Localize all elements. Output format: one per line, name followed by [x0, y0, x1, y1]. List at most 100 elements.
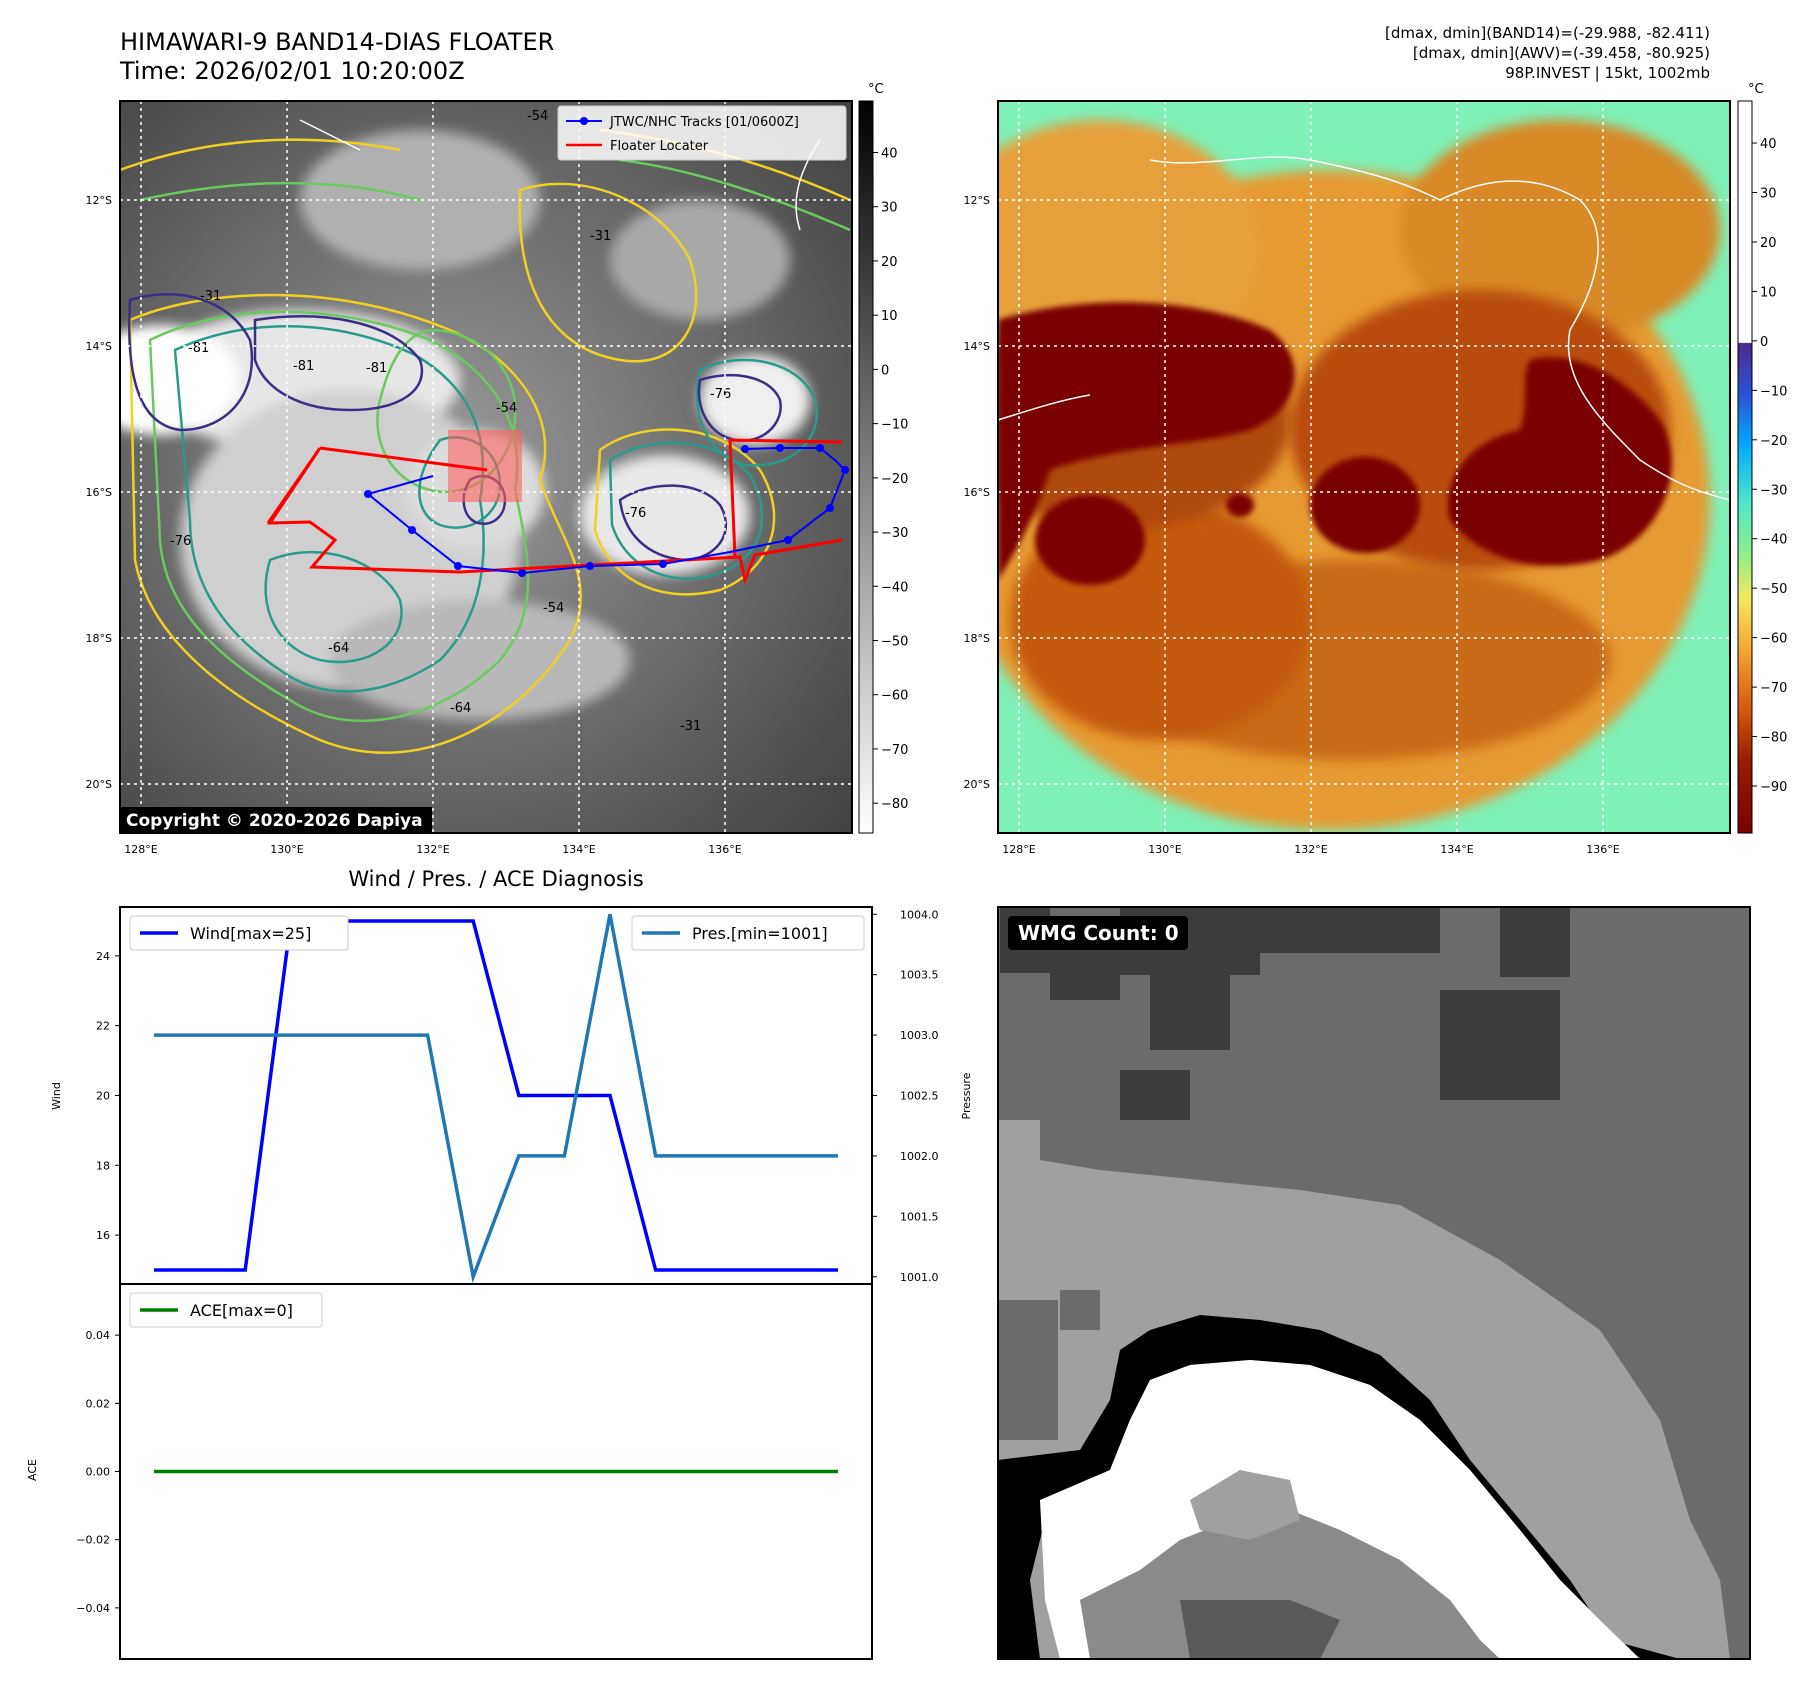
colorbar-tick-label: −20 — [1760, 434, 1787, 449]
stats-line-3: 98P.INVEST | 15kt, 1002mb — [1505, 64, 1710, 82]
wind-axis-ticks: 16 18 20 22 24 — [96, 950, 120, 1242]
contour-label: -81 — [188, 341, 209, 356]
lat-label: 16°S — [964, 486, 990, 499]
lon-label: 132°E — [416, 843, 449, 856]
colorbar-tick-label: −20 — [881, 472, 908, 487]
contour-label: -31 — [590, 229, 611, 244]
contour-label: -76 — [170, 534, 191, 549]
contour-label: -76 — [625, 506, 646, 521]
wmg-panel: WMG Count: 0 — [998, 907, 1750, 1659]
pressure-tick-label: 1003.5 — [900, 969, 939, 982]
ace-tick-label: 0.04 — [86, 1329, 111, 1342]
ir-lat-labels: 12°S 14°S 16°S 18°S 20°S — [86, 194, 112, 791]
colorbar-tick-label: 20 — [881, 255, 898, 270]
ace-axis-label: ACE — [26, 1459, 39, 1481]
contour-label: -31 — [200, 289, 221, 304]
wind-pressure-chart: 16 18 20 22 24 1001.0 1001.5 1002.0 1002.5 1003.… — [50, 906, 973, 1285]
contour-label: -54 — [496, 401, 517, 416]
lat-label: 14°S — [86, 340, 112, 353]
ace-tick-label: 0.02 — [86, 1397, 111, 1410]
colorbar-tick-label: 0 — [881, 363, 889, 378]
lat-label: 12°S — [964, 194, 990, 207]
diagnosis-title: Wind / Pres. / ACE Diagnosis — [348, 867, 643, 891]
contour-label: -54 — [527, 109, 548, 124]
legend-floater-label: Floater Locater — [610, 139, 709, 154]
colorbar-tick-label: −10 — [1760, 384, 1787, 399]
wind-tick-label: 18 — [96, 1159, 110, 1172]
contour-label: -76 — [710, 387, 731, 402]
wind-tick-label: 20 — [96, 1090, 110, 1103]
pressure-tick-label: 1002.5 — [900, 1090, 939, 1103]
ir-panel-frame — [119, 100, 853, 834]
lat-label: 18°S — [86, 632, 112, 645]
colorbar-tick-label: −80 — [1760, 731, 1787, 746]
lat-label: 18°S — [964, 632, 990, 645]
colorbar-tick-label: −50 — [1760, 582, 1787, 597]
pressure-axis-ticks: 1001.0 1001.5 1002.0 1002.5 1003.0 1003.5 1004… — [872, 908, 939, 1284]
awv-lon-labels: 128°E 130°E 132°E 134°E 136°E — [1002, 843, 1619, 856]
colorbar-tick-label: −70 — [1760, 681, 1787, 696]
ace-legend-label: ACE[max=0] — [190, 1301, 293, 1320]
awv-deep-convection — [998, 302, 1672, 585]
lon-label: 134°E — [1440, 843, 1473, 856]
colorbar-tick-label: −60 — [881, 689, 908, 704]
contour-label: -64 — [328, 641, 349, 656]
lon-label: 128°E — [1002, 843, 1035, 856]
lon-label: 132°E — [1294, 843, 1327, 856]
colorbar-tick-label: 10 — [1760, 285, 1777, 300]
wind-legend-label: Wind[max=25] — [190, 924, 311, 943]
ir-colorbar-ticks: 40 30 20 10 0 −10 −20 −30 −40 −50 −60 −70 −80 — [873, 147, 908, 812]
lat-label: 20°S — [86, 778, 112, 791]
awv-colorbar-ticks: 40 30 20 10 0 −10 −20 −30 −40 −50 −60 −70 −80 −90 — [1752, 137, 1787, 795]
title-line-2: Time: 2026/02/01 10:20:00Z — [120, 57, 465, 85]
ir-gridlines — [120, 101, 852, 833]
floater-locator-line — [266, 438, 843, 586]
lon-label: 136°E — [1586, 843, 1619, 856]
awv-colorbar — [1737, 100, 1753, 834]
awv-panel-frame — [997, 100, 1731, 834]
lon-label: 128°E — [124, 843, 157, 856]
colorbar-tick-label: 0 — [1760, 335, 1768, 350]
wmg-gray-islands — [1080, 1470, 1500, 1659]
contour-label: -31 — [680, 719, 701, 734]
wind-tick-label: 24 — [96, 950, 110, 963]
wmg-label-box — [1008, 916, 1188, 950]
colorbar-tick-label: −80 — [881, 797, 908, 812]
colorbar-tick-label: −30 — [1760, 483, 1787, 498]
contour-label: -64 — [450, 701, 471, 716]
wind-legend: Wind[max=25] — [129, 915, 349, 951]
wind-series-line — [154, 919, 838, 1272]
jtwc-track-points — [364, 444, 849, 577]
pressure-tick-label: 1001.0 — [900, 1271, 939, 1284]
colorbar-tick-label: 40 — [881, 147, 898, 162]
colorbar-tick-label: 40 — [1760, 137, 1777, 152]
ir-contours — [120, 119, 851, 754]
pressure-tick-label: 1004.0 — [900, 908, 939, 921]
colorbar-tick-label: −50 — [881, 635, 908, 650]
copyright-text: Copyright © 2020-2026 Dapiya — [126, 811, 423, 831]
lat-label: 20°S — [964, 778, 990, 791]
ace-tick-label: −0.02 — [76, 1534, 110, 1547]
colorbar-tick-label: 30 — [1760, 187, 1777, 202]
ir-lon-labels: 128°E 130°E 132°E 134°E 136°E — [124, 843, 741, 856]
colorbar-tick-label: −60 — [1760, 632, 1787, 647]
wind-axis-label: Wind — [50, 1082, 63, 1110]
stats-line-2: [dmax, dmin](AWV)=(-39.458, -80.925) — [1412, 44, 1710, 62]
lon-label: 130°E — [1148, 843, 1181, 856]
colorbar-tick-label: −70 — [881, 743, 908, 758]
lon-label: 130°E — [270, 843, 303, 856]
ir-contour-labels: -81 -81 -81 -76 -76 -76 -54 -54 -54 -64 … — [170, 109, 731, 734]
pressure-series-line — [154, 913, 838, 1284]
title-line-1: HIMAWARI-9 BAND14-DIAS FLOATER — [120, 28, 555, 56]
colorbar-tick-label: −40 — [881, 580, 908, 595]
wmg-lower-gray — [998, 1290, 1100, 1440]
wind-tick-label: 22 — [96, 1020, 110, 1033]
ir-colorbar — [858, 100, 874, 834]
contour-label: -81 — [366, 361, 387, 376]
ir-legend: JTWC/NHC Tracks [01/0600Z] Floater Locat… — [557, 105, 847, 161]
pressure-tick-label: 1003.0 — [900, 1029, 939, 1042]
lon-label: 136°E — [708, 843, 741, 856]
wind-tick-label: 16 — [96, 1229, 110, 1242]
contour-label: -81 — [293, 359, 314, 374]
